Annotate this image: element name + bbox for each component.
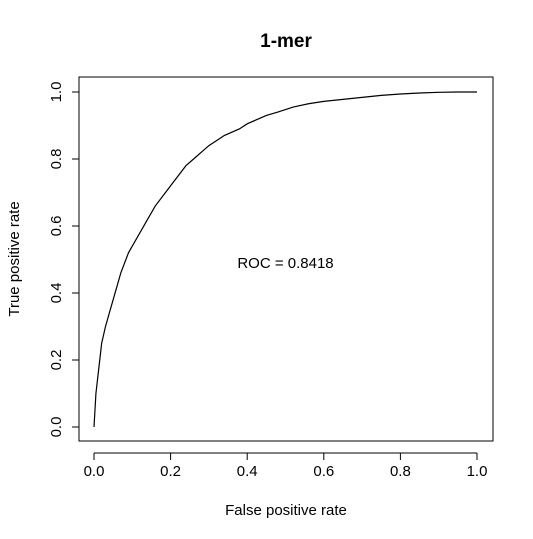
- x-tick-label: 0.4: [237, 463, 258, 480]
- y-tick-label: 1.0: [48, 82, 65, 103]
- y-tick-label: 0.8: [48, 149, 65, 170]
- x-axis: 0.0 0.2 0.4 0.6 0.8 1.0: [84, 452, 488, 480]
- x-tick-label: 0.0: [84, 463, 105, 480]
- roc-curve-line: [93, 91, 477, 428]
- y-tick-label: 0.6: [48, 216, 65, 237]
- y-axis-label: True positive rate: [6, 201, 23, 316]
- chart-title: 1-mer: [260, 31, 312, 52]
- x-axis-label: False positive rate: [225, 502, 347, 519]
- x-tick-label: 0.8: [390, 463, 411, 480]
- roc-annotation: ROC = 0.8418: [237, 255, 333, 272]
- y-tick-label: 0.4: [48, 283, 65, 304]
- x-tick-label: 1.0: [467, 463, 488, 480]
- y-tick-label: 0.0: [48, 417, 65, 438]
- y-tick-label: 0.2: [48, 350, 65, 371]
- y-axis: 0.0 0.2 0.4 0.6 0.8 1.0: [48, 82, 80, 438]
- x-tick-label: 0.2: [160, 463, 181, 480]
- x-tick-label: 0.6: [313, 463, 334, 480]
